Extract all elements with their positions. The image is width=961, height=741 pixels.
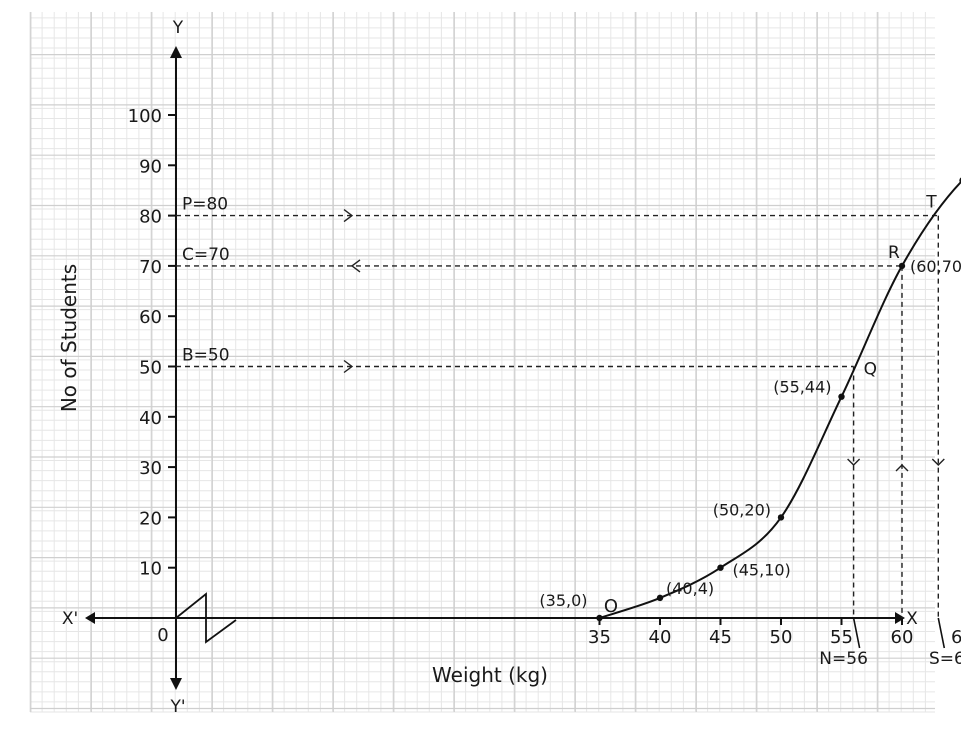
x-tick-label: 45	[709, 627, 732, 648]
x-tick-label: 55	[830, 627, 853, 648]
ogive-curve	[596, 177, 961, 622]
arrow-right-icon	[343, 209, 354, 223]
x-arrow-icon	[895, 612, 905, 624]
x-neg-arrow-icon	[85, 612, 95, 624]
arrow-down-icon	[931, 458, 945, 466]
x-neg-axis-name: X'	[62, 609, 78, 629]
y-tick-label: 20	[139, 508, 162, 529]
origin-label: 0	[157, 625, 168, 646]
arrow-left-icon	[350, 259, 361, 273]
curve-point-label: T	[925, 193, 937, 213]
y-axis-name: Y	[172, 18, 184, 38]
curve-point-label: R	[888, 243, 900, 263]
x-tick-label: 35	[588, 627, 611, 648]
x-axis-name: X	[906, 609, 918, 629]
point-label: (40,4)	[666, 579, 714, 598]
point-label: (35,0)	[539, 591, 587, 610]
x-tick-label: 40	[649, 627, 672, 648]
grid-minor	[29, 12, 935, 713]
x-axis-label: Weight (kg)	[432, 663, 548, 687]
marker-slash	[937, 617, 946, 649]
y-tick-label: 90	[139, 156, 162, 177]
curve-point-label: Q	[864, 360, 877, 380]
y-neg-arrow-icon	[170, 678, 182, 690]
ref-label: C=70	[182, 245, 230, 265]
y-neg-axis-name: Y'	[169, 697, 185, 717]
x-marker-label: S=63	[929, 649, 961, 669]
x-marker-label: N=56	[819, 649, 868, 669]
data-point	[838, 393, 845, 400]
x-tick-label: 50	[770, 627, 793, 648]
arrow-up-icon	[895, 464, 909, 472]
y-tick-label: 70	[139, 257, 162, 278]
o-point-label: O	[604, 596, 618, 617]
x-tick-label: 60	[891, 627, 914, 648]
data-point	[777, 514, 785, 521]
data-point	[898, 262, 906, 270]
y-tick-label: 100	[128, 106, 162, 127]
y-tick-label: 30	[139, 458, 162, 479]
marker-slash	[852, 617, 861, 649]
point-label: (50,20)	[713, 500, 771, 519]
y-tick-label: 10	[139, 559, 162, 580]
point-label: (55,44)	[773, 378, 831, 397]
data-point	[656, 594, 664, 602]
point-label: (60,70)	[910, 257, 961, 276]
data-point	[717, 564, 724, 571]
y-tick-label: 40	[139, 408, 162, 429]
y-tick-label: 50	[139, 358, 162, 379]
x-tick-label: 65	[951, 627, 961, 648]
data-point	[596, 614, 603, 622]
grid-major	[30, 12, 935, 712]
y-tick-label: 60	[139, 307, 162, 328]
ogive-line	[599, 180, 961, 619]
ref-label: B=50	[182, 346, 230, 366]
y-arrow-icon	[170, 46, 182, 58]
y-tick-label: 80	[139, 207, 162, 228]
reference-lines	[176, 209, 945, 618]
y-axis-label: No of Students	[57, 264, 81, 412]
chart-labels: 1020304050607080901003540455055606570758…	[57, 18, 961, 717]
axis-break-icon	[175, 592, 237, 644]
point-label: (45,10)	[733, 561, 791, 580]
arrow-right-icon	[343, 359, 354, 374]
axes	[85, 46, 905, 690]
arrow-down-icon	[847, 458, 861, 466]
ref-label: P=80	[182, 195, 228, 215]
